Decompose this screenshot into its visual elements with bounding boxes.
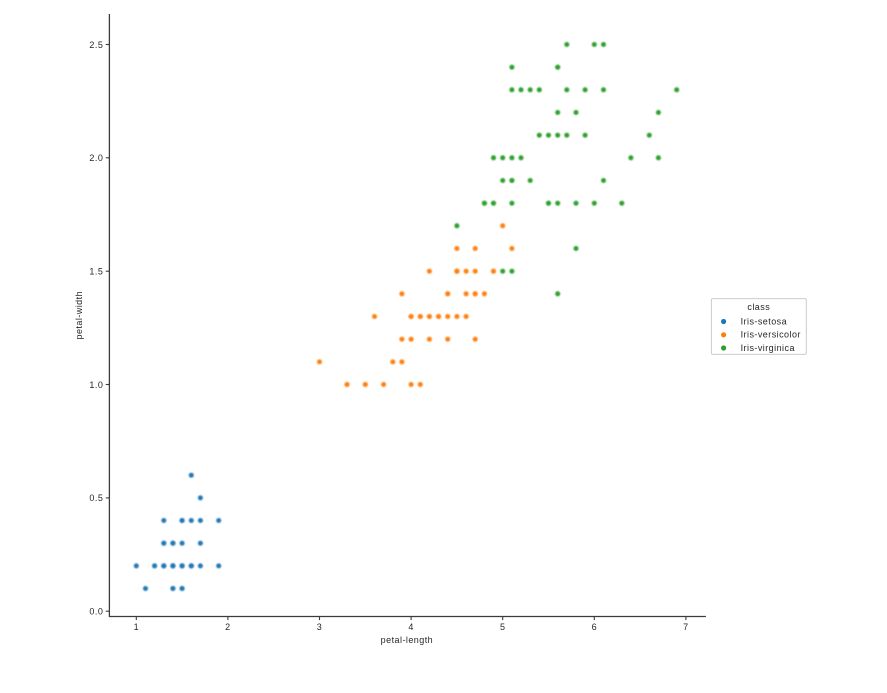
svg-text:2.0: 2.0: [89, 153, 103, 163]
svg-text:class: class: [747, 302, 770, 312]
svg-text:1: 1: [134, 622, 139, 632]
svg-text:6: 6: [592, 622, 597, 632]
svg-text:3: 3: [317, 622, 322, 632]
svg-text:Iris-virginica: Iris-virginica: [741, 343, 795, 353]
svg-text:petal-length: petal-length: [381, 635, 433, 645]
svg-text:petal-width: petal-width: [74, 291, 84, 339]
svg-text:Iris-versicolor: Iris-versicolor: [741, 330, 801, 340]
svg-text:0.0: 0.0: [89, 607, 103, 617]
svg-text:2: 2: [225, 622, 230, 632]
svg-text:7: 7: [683, 622, 688, 632]
svg-text:4: 4: [408, 622, 413, 632]
svg-text:1.5: 1.5: [89, 267, 103, 277]
svg-text:Iris-setosa: Iris-setosa: [741, 316, 787, 326]
svg-text:0.5: 0.5: [89, 493, 103, 503]
svg-text:1.0: 1.0: [89, 380, 103, 390]
svg-text:2.5: 2.5: [89, 40, 103, 50]
svg-text:5: 5: [500, 622, 505, 632]
